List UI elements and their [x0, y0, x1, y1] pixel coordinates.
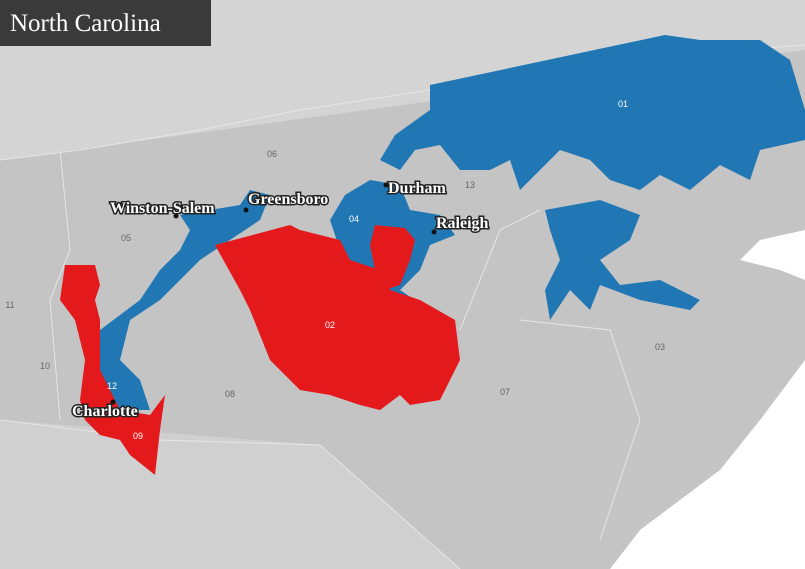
- title-box: [0, 0, 211, 46]
- blue-districts: [95, 35, 805, 410]
- district-label: 12: [107, 381, 117, 391]
- district-label: 03: [655, 342, 665, 352]
- district-label: 11: [5, 300, 14, 310]
- district-shape: [215, 225, 460, 410]
- district-label: 07: [500, 387, 510, 397]
- city-dot: [431, 229, 437, 235]
- district-border: [519, 319, 641, 541]
- city-dots: [110, 182, 437, 405]
- city-dot: [110, 399, 116, 405]
- district-label: 08: [225, 389, 235, 399]
- city-label: Durham: [388, 180, 446, 197]
- city-label: Charlotte: [72, 403, 138, 420]
- district-border: [49, 149, 71, 421]
- city-label: Raleigh: [436, 215, 489, 232]
- district-label: 09: [133, 431, 143, 441]
- city-dot: [243, 207, 249, 213]
- district-shape: [60, 265, 165, 475]
- red-districts: [60, 225, 460, 475]
- district-label: 04: [349, 214, 359, 224]
- sound: [740, 230, 805, 280]
- south-carolina: [0, 420, 460, 569]
- district-border: [459, 209, 541, 331]
- district-label: 02: [325, 320, 335, 330]
- city-label: Winston-Salem: [110, 200, 215, 217]
- ocean: [610, 360, 805, 569]
- district-shape: [545, 200, 700, 320]
- district-shape: [95, 190, 270, 410]
- district-label: 06: [267, 149, 277, 159]
- state-border: [0, 419, 461, 569]
- title: North Carolina: [10, 10, 161, 37]
- district-shape: [380, 35, 805, 190]
- district-shape: [370, 225, 415, 290]
- city-dot: [173, 213, 179, 219]
- district-label: 05: [121, 233, 131, 243]
- city-label: Greensboro: [248, 191, 328, 208]
- district-label: 13: [465, 180, 475, 190]
- city-dot: [383, 182, 389, 188]
- district-label: 01: [618, 99, 628, 109]
- district-label: 10: [40, 361, 50, 371]
